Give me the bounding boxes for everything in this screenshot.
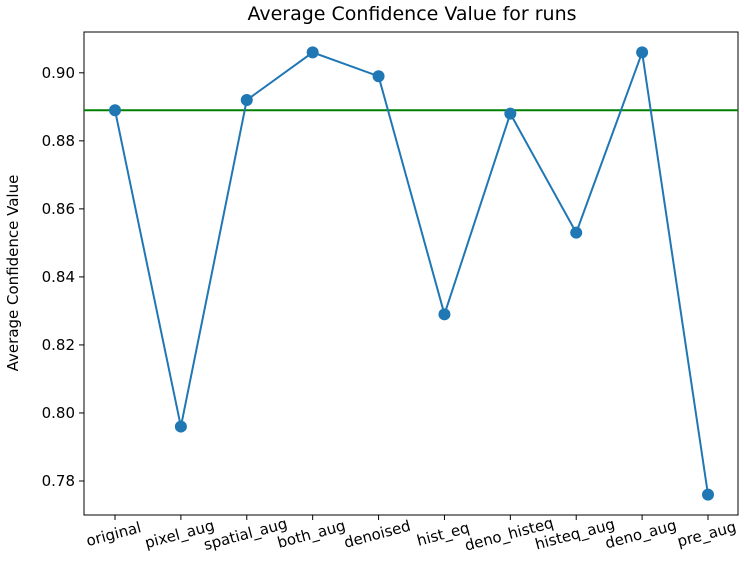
data-point: [438, 308, 451, 321]
data-point: [372, 70, 385, 83]
y-tick-label: 0.82: [42, 336, 75, 354]
data-point: [109, 104, 121, 117]
series-layer: [109, 46, 714, 501]
data-point: [636, 46, 649, 59]
y-axis: 0.78 0.80 0.82 0.84 0.86 0.88 0.90: [42, 64, 84, 490]
y-axis-label: Average Confidence Value: [4, 175, 22, 372]
chart-title: Average Confidence Value for runs: [247, 3, 576, 25]
y-tick-label: 0.90: [42, 64, 75, 82]
data-point: [504, 107, 517, 120]
x-tick-label: pre_aug: [675, 518, 738, 552]
y-tick-label: 0.78: [42, 472, 75, 490]
data-point: [240, 94, 253, 107]
x-tick-label: hist_eq: [415, 519, 472, 551]
y-tick-label: 0.80: [42, 404, 75, 422]
series-line: [114, 51, 709, 495]
x-tick-label: denoised: [342, 517, 413, 552]
y-tick-label: 0.88: [42, 132, 75, 150]
x-tick-label: original: [84, 518, 143, 550]
data-point: [702, 488, 714, 501]
y-tick-label: 0.86: [42, 200, 75, 218]
x-axis: original pixel_augspatial_augboth_augdeno…: [84, 514, 738, 556]
plot-frame: [83, 31, 739, 516]
data-point: [306, 46, 319, 59]
x-tick-label: deno_aug: [603, 516, 679, 553]
data-point: [174, 420, 187, 433]
data-point: [570, 226, 583, 239]
y-tick-label: 0.84: [42, 268, 75, 286]
